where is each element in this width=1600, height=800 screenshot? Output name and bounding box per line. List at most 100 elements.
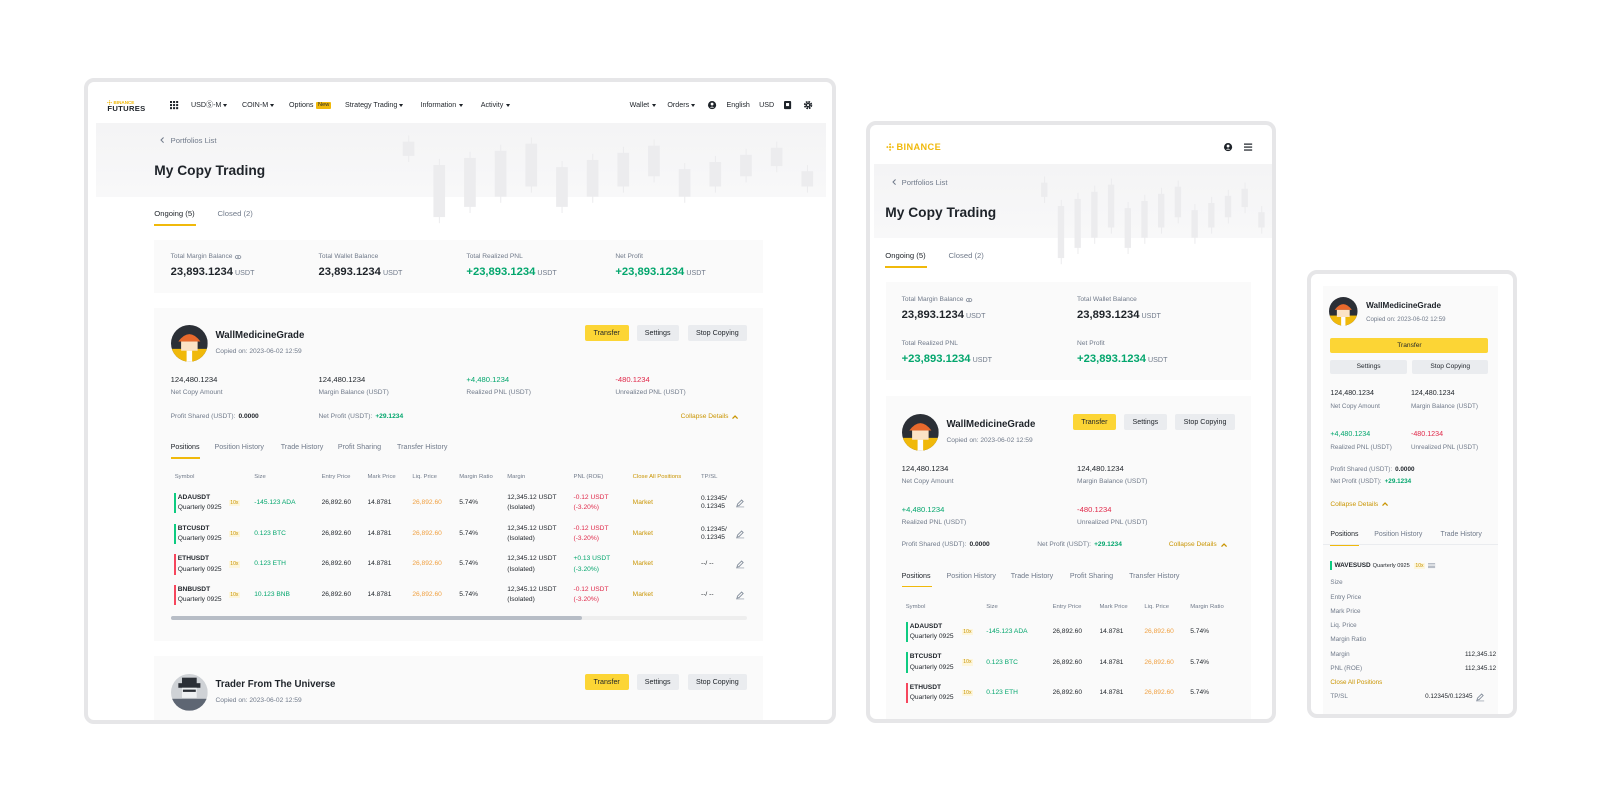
tab[interactable]: Positions [1330, 530, 1359, 538]
user-icon [708, 101, 717, 110]
tab[interactable]: Closed (2) [948, 250, 984, 260]
nav-item[interactable]: Options [288, 101, 314, 110]
user-icon [1223, 143, 1233, 152]
button[interactable]: Settings [636, 324, 679, 342]
rect [1261, 205, 1263, 234]
stat-value: 124,480.1234 [170, 375, 218, 385]
button[interactable]: Transfer [1330, 338, 1489, 353]
tab[interactable]: Profit Sharing [1069, 571, 1114, 580]
rect [1060, 199, 1062, 264]
nav-item[interactable]: Strategy Trading [345, 101, 398, 110]
tab[interactable]: Transfer History [397, 442, 448, 451]
symbol: BTCUSDT [909, 653, 942, 661]
path [1382, 502, 1389, 507]
tab-underline [885, 266, 928, 268]
tab-underline [901, 585, 933, 588]
path [1476, 693, 1485, 701]
collapse-details[interactable]: Collapse Details [1168, 541, 1217, 549]
rect [561, 160, 563, 213]
nav-item[interactable]: Wallet [629, 101, 650, 110]
stat-value: +4,480.1234 [466, 375, 510, 385]
symbol: ADAUSDT [909, 622, 943, 630]
button[interactable]: Transfer [1072, 413, 1116, 430]
rect [1244, 146, 1253, 149]
tab[interactable]: Ongoing (5) [154, 208, 195, 218]
logo-mark [107, 99, 113, 105]
tab[interactable]: Trade History [1010, 571, 1054, 580]
close-market[interactable]: Market [632, 591, 653, 599]
button[interactable]: Settings [1123, 413, 1167, 430]
field-value: 112,345.12 USDT [1465, 650, 1498, 658]
breadcrumb[interactable]: Portfolios List [901, 177, 948, 187]
size: 0.123 ETH [254, 560, 286, 568]
net-profit: Net Profit (USDT): +29.1234 [319, 413, 404, 421]
close-all-positions[interactable]: Close All Positions [1330, 679, 1383, 687]
rect [1244, 182, 1246, 213]
trader-name: WallMedicineGrade [1366, 300, 1441, 310]
margin: 12,345.12 USDT [507, 585, 557, 593]
caret [270, 103, 275, 107]
tab[interactable]: Trade History [1440, 530, 1482, 538]
tab[interactable]: Position History [1374, 530, 1423, 538]
tab[interactable]: Position History [946, 571, 996, 580]
leverage: 10x [228, 591, 240, 599]
tab[interactable]: Ongoing (5) [885, 250, 926, 260]
tpsl: 0.12345/0.12345 [1425, 693, 1473, 701]
stat-label: Unrealized PNL (USDT) [615, 389, 686, 397]
collapse-details[interactable]: Collapse Details [1330, 500, 1379, 508]
unit: USDT [966, 312, 986, 320]
button[interactable]: Stop Copying [687, 673, 747, 690]
tab[interactable]: Closed (2) [217, 208, 253, 218]
label: Profit Shared (USDT): [170, 412, 236, 420]
button[interactable]: Stop Copying [687, 324, 747, 342]
unit: USDT [235, 269, 255, 277]
button[interactable]: Stop Copying [1174, 413, 1236, 430]
collapse-details[interactable]: Collapse Details [680, 412, 729, 420]
column-header: Liq. Price [1144, 603, 1169, 610]
tab[interactable]: Positions [901, 571, 931, 580]
tab[interactable]: Positions [170, 442, 200, 451]
tab[interactable]: Profit Sharing [337, 442, 382, 451]
field-label: Entry Price [1330, 593, 1362, 601]
rect [715, 155, 717, 193]
summary-value: 23,893.1234 USDT [1077, 309, 1161, 323]
path [892, 179, 897, 186]
path [736, 530, 745, 538]
nav-item[interactable]: COIN-M [242, 101, 269, 110]
nav-item[interactable]: Information [420, 101, 457, 110]
caret [652, 103, 657, 107]
button[interactable]: Transfer [584, 324, 629, 342]
tab[interactable]: Trade History [280, 442, 324, 451]
rect [439, 158, 441, 224]
language[interactable]: English [726, 101, 750, 110]
breadcrumb[interactable]: Portfolios List [170, 135, 217, 145]
close-market[interactable]: Market [632, 560, 653, 568]
stat-label: Net Copy Amount [901, 478, 954, 485]
trader-card: Trader From The Universe Copied on: 2023-… [154, 656, 764, 720]
tab[interactable]: Position History [214, 442, 264, 451]
nav-item[interactable]: USDⓈ-M [191, 101, 222, 110]
tpsl: 0.12345/ 0.12345 [701, 525, 727, 541]
nav-item[interactable]: Activity [480, 101, 504, 110]
column-header: Symbol [905, 603, 926, 610]
button[interactable]: Stop Copying [1411, 359, 1489, 374]
column-header: Size [986, 603, 998, 610]
unit: USDT [686, 269, 706, 277]
button[interactable]: Settings [636, 673, 679, 690]
margin-mode: (Isolated) [507, 596, 535, 604]
contract: Quarterly 0925 [177, 534, 222, 542]
summary-panel: Total Margin Balance 23,893.1234 USDT Total… [154, 240, 764, 294]
column-header[interactable]: Close All Positions [632, 474, 682, 481]
nav-item[interactable]: Orders [667, 101, 690, 110]
close-market[interactable]: Market [632, 529, 653, 537]
column-header: Size [254, 474, 266, 481]
profit-shared: Profit Shared (USDT): 0.0000 [902, 541, 990, 549]
tab[interactable]: Transfer History [1129, 571, 1180, 580]
leverage: 10x [961, 628, 973, 635]
currency[interactable]: USD [759, 101, 775, 110]
close-market[interactable]: Market [632, 499, 653, 507]
g [1329, 297, 1358, 326]
hero-candles [1041, 176, 1265, 264]
button[interactable]: Settings [1330, 359, 1407, 374]
button[interactable]: Transfer [584, 673, 629, 690]
